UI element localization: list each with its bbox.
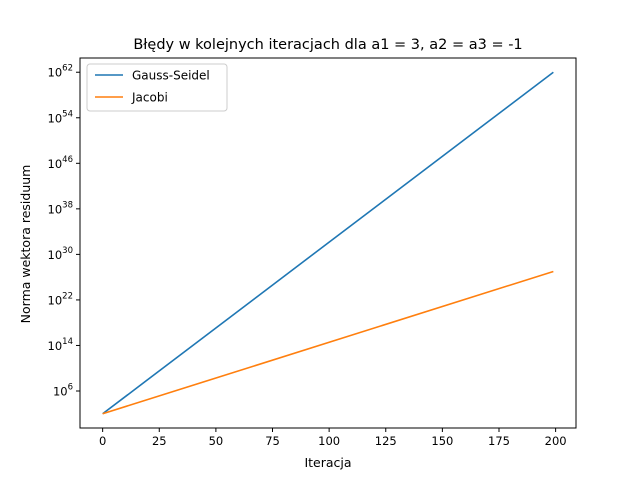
- x-tick-label: 125: [375, 434, 397, 448]
- legend: Gauss-Seidel Jacobi: [86, 63, 228, 112]
- y-tick-label: 1014: [48, 337, 73, 353]
- y-tick-label: 1022: [48, 291, 73, 307]
- y-tick-label: 1038: [48, 200, 73, 216]
- y-axis-label: Norma wektora residuum: [18, 165, 33, 324]
- axis-ticks: 0 25 50 75 100 125 150 175 200 106 1014 1022 1030 103…: [48, 64, 567, 448]
- y-tick-label: 1046: [48, 155, 73, 171]
- y-tick-label: 1054: [48, 109, 73, 125]
- x-tick-label: 50: [209, 434, 224, 448]
- series-line-jacobi: [102, 270, 554, 415]
- x-tick-label: 150: [431, 434, 453, 448]
- legend-label: Jacobi: [131, 91, 168, 105]
- x-tick-label: 25: [152, 434, 167, 448]
- series-line-gauss-seidel: [102, 71, 554, 415]
- x-tick-label: 75: [265, 434, 280, 448]
- x-tick-label: 0: [99, 434, 106, 448]
- axes-frame: [79, 57, 577, 429]
- y-tick-label: 106: [53, 383, 73, 399]
- plot-area: [102, 71, 554, 415]
- x-tick-label: 100: [318, 434, 340, 448]
- x-tick-label: 200: [545, 434, 567, 448]
- y-tick-label: 1062: [48, 64, 73, 80]
- chart-title: Błędy w kolejnych iteracjach dla a1 = 3,…: [133, 37, 522, 53]
- y-tick-label: 1030: [48, 246, 73, 262]
- x-tick-label: 175: [488, 434, 510, 448]
- x-axis-label: Iteracja: [304, 455, 351, 470]
- legend-label: Gauss-Seidel: [132, 69, 210, 83]
